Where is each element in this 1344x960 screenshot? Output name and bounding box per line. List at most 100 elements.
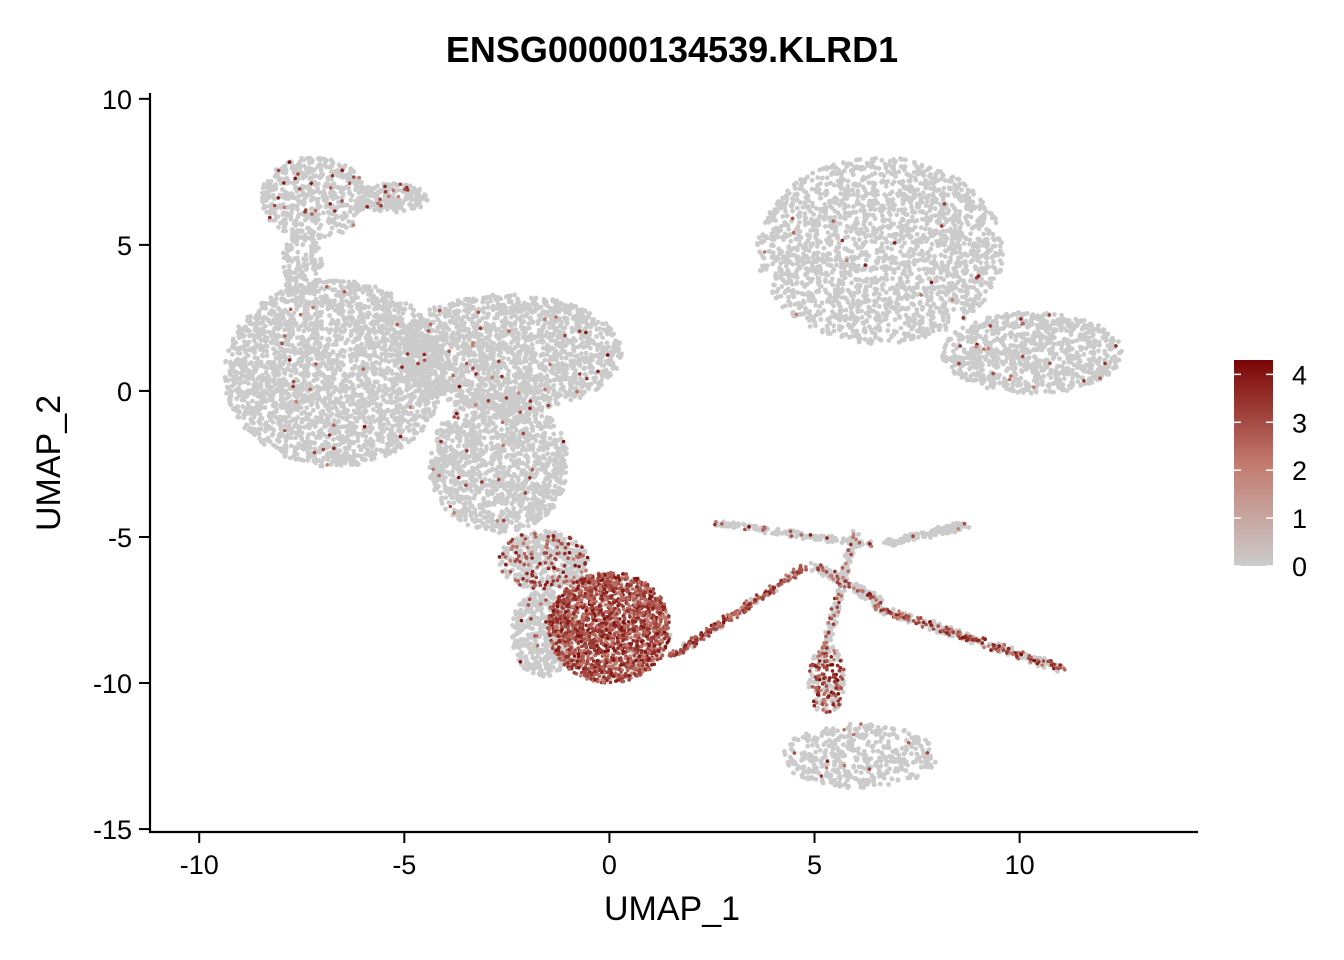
cell-point	[314, 197, 319, 202]
cell-point	[551, 387, 557, 393]
cell-point	[315, 397, 320, 403]
cell-point	[281, 264, 287, 270]
cell-point	[342, 210, 347, 216]
cell-point	[366, 342, 372, 348]
cell-point	[405, 419, 411, 425]
cell-point	[382, 313, 388, 319]
cell-point	[583, 350, 589, 356]
cell-point	[538, 372, 543, 377]
cell-point	[432, 404, 438, 410]
cell-point	[285, 255, 291, 260]
cell-point	[324, 279, 329, 285]
cell-point	[558, 361, 564, 367]
cell-point	[605, 331, 610, 337]
cell-point	[303, 252, 309, 258]
cell-point	[224, 377, 230, 382]
cell-point	[277, 324, 283, 330]
cell-point	[294, 395, 300, 401]
cell-point	[325, 415, 331, 421]
cell-point	[292, 362, 298, 368]
cell-point	[539, 377, 545, 383]
cell-point	[404, 387, 410, 393]
cell-point	[411, 205, 417, 211]
cell-point	[407, 428, 412, 433]
cell-point	[432, 369, 438, 374]
cell-point	[459, 343, 465, 349]
cell-point	[341, 223, 347, 229]
cell-point	[296, 357, 302, 362]
cell-point	[587, 340, 592, 346]
cell-point	[308, 315, 314, 320]
cell-point	[313, 435, 319, 440]
cell-point	[383, 453, 388, 459]
cell-point	[256, 431, 262, 437]
cell-point	[393, 360, 399, 365]
cell-point	[325, 218, 331, 224]
cell-point	[291, 310, 297, 316]
cell-point	[267, 217, 272, 223]
cell-point	[347, 303, 353, 308]
cell-point	[314, 326, 319, 331]
cell-point	[384, 417, 390, 423]
cell-point	[439, 375, 444, 381]
cell-point	[388, 399, 393, 405]
cell-point	[296, 327, 301, 332]
cell-point	[573, 373, 578, 379]
cell-point	[544, 394, 550, 399]
cell-point	[455, 312, 460, 318]
cell-point	[426, 410, 431, 416]
cell-point	[328, 164, 334, 169]
cell-point	[448, 396, 453, 402]
cell-point	[236, 385, 242, 391]
cell-point	[340, 175, 345, 180]
cell-point	[508, 360, 514, 365]
cell-point	[267, 426, 272, 432]
cell-point	[355, 328, 361, 333]
cell-point	[311, 458, 317, 464]
cell-point	[412, 394, 417, 400]
cell-point	[328, 366, 333, 371]
cell-point	[279, 166, 285, 172]
cell-point	[371, 192, 376, 198]
cell-point	[532, 299, 538, 305]
cell-point	[328, 462, 334, 467]
cell-point	[321, 188, 327, 194]
cell-point	[530, 346, 535, 352]
cell-point	[561, 388, 567, 393]
cell-point	[255, 409, 261, 415]
cell-point	[336, 310, 341, 316]
cell-point	[239, 397, 245, 403]
cell-point	[331, 376, 337, 382]
cell-point	[351, 339, 356, 345]
cell-point	[285, 204, 291, 210]
cell-point	[377, 371, 383, 377]
cell-point	[311, 264, 317, 270]
cell-point	[323, 349, 329, 354]
cell-point	[340, 415, 345, 420]
cell-point	[430, 383, 436, 388]
cell-point	[393, 316, 399, 322]
cell-point	[471, 296, 476, 302]
cell-point	[305, 422, 311, 428]
cell-point	[477, 376, 482, 382]
cell-point	[322, 158, 328, 164]
cell-point	[383, 351, 389, 357]
cell-point	[276, 224, 281, 230]
cell-point	[289, 343, 295, 349]
cell-point	[466, 379, 472, 384]
cell-point	[329, 158, 335, 164]
cell-point	[290, 348, 296, 353]
cell-point	[233, 346, 239, 352]
cell-point	[399, 396, 405, 402]
cell-point	[389, 368, 394, 374]
cell-point	[384, 426, 390, 431]
cell-point	[412, 318, 417, 324]
cell-point	[286, 277, 292, 282]
cell-point	[266, 193, 271, 199]
cell-point	[275, 341, 281, 346]
cell-point	[356, 444, 362, 449]
cell-point	[288, 334, 294, 340]
cell-point	[333, 337, 339, 343]
cell-point	[288, 404, 293, 410]
cell-point	[269, 384, 275, 390]
